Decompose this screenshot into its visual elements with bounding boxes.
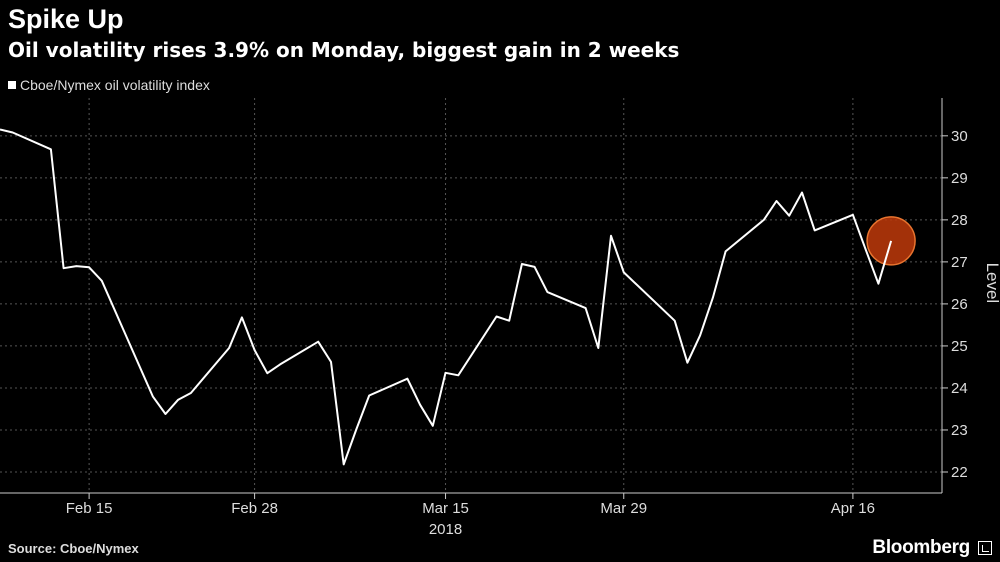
series-line (0, 128, 893, 466)
axes (0, 98, 948, 499)
x-tick-label: Apr 16 (831, 500, 875, 517)
y-tick-label: 26 (951, 296, 968, 313)
grid-lines (0, 98, 942, 493)
y-tick-label: 23 (951, 422, 968, 439)
legend-label: Cboe/Nymex oil volatility index (20, 77, 210, 93)
y-tick-label: 28 (951, 212, 968, 229)
x-tick-label: Feb 28 (231, 500, 278, 517)
y-tick-label: 24 (951, 380, 968, 397)
latest-value-highlight (866, 216, 916, 266)
highlight-marks (866, 216, 916, 266)
brand-logo: Bloomberg (872, 537, 970, 558)
series-lines (0, 128, 893, 466)
chart-subtitle: Oil volatility rises 3.9% on Monday, big… (8, 38, 680, 62)
y-tick-label: 30 (951, 128, 968, 145)
x-axis-label: 2018 (429, 521, 462, 538)
legend-swatch (8, 81, 16, 89)
tick-labels: 22 23 24 25 26 27 28 29 30 Feb 15 Feb 28 Mar 15 Mar … (66, 128, 968, 517)
source-note: Source: Cboe/Nymex (8, 541, 139, 556)
y-tick-label: 27 (951, 254, 968, 271)
y-tick-label: 25 (951, 338, 968, 355)
x-tick-label: Mar 15 (422, 500, 469, 517)
y-tick-label: 22 (951, 464, 968, 481)
x-tick-label: Mar 29 (600, 500, 647, 517)
bloomberg-chart-icon (978, 541, 992, 555)
chart-title: Spike Up (8, 4, 124, 34)
y-axis-label: Level (983, 263, 1000, 304)
y-tick-label: 29 (951, 170, 968, 187)
legend: Cboe/Nymex oil volatility index (8, 77, 210, 93)
x-tick-label: Feb 15 (66, 500, 113, 517)
